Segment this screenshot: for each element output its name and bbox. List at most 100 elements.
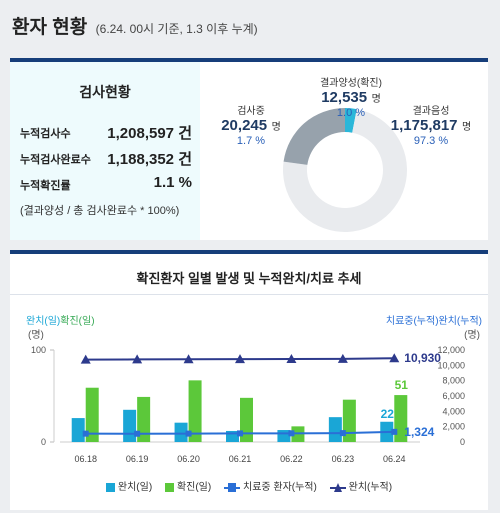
stat-row-completed-tests: 누적검사완료수 1,188,352 건 (20, 148, 192, 168)
right-axis-tick: 4,000 (442, 406, 465, 416)
left-axis-tick: 100 (31, 345, 46, 355)
chart-legend: 완치(일) 확진(일) 치료중 환자(누적) 완치(누적) (10, 478, 488, 493)
test-result-donut: 결과양성(확진) 12,535 명 1.0 % 검사중 20,245 명 1.7… (200, 62, 488, 240)
data-label-treating-cumulative: 1,324 (404, 425, 434, 439)
stat-value: 1.1 % (153, 174, 192, 191)
bar-confirmed-daily[interactable] (394, 395, 408, 442)
stat-row-positive-rate: 누적확진률 1.1 % (20, 174, 192, 194)
legend-confirmed-daily[interactable]: 확진(일) (164, 478, 212, 493)
point-treating-cumulative[interactable] (391, 428, 398, 435)
page-title: 환자 현황 (12, 17, 88, 38)
page-subtitle: (6.24. 00시 기준, 1.3 이후 누계) (95, 22, 258, 36)
trend-chart: 0 2,000 4,000 6,000 8,000 10,000 12,000 0 100 06.… (31, 345, 465, 464)
donut-slice-testing[interactable] (283, 108, 345, 165)
donut-slice-positive[interactable] (345, 108, 357, 133)
bar-confirmed-daily[interactable] (240, 397, 253, 442)
donut-chart (283, 108, 407, 232)
donut-label-name: 결과양성(확진) (320, 78, 382, 89)
x-axis-tick: 06.18 (74, 454, 97, 464)
bar-recovered-daily[interactable] (277, 430, 291, 442)
data-label-recovered-cumulative: 10,930 (404, 351, 441, 365)
stat-value: 1,188,352 건 (107, 151, 192, 168)
point-recovered-cumulative[interactable] (235, 354, 245, 364)
donut-label-negative: 결과음성 1,175,817 명 97.3 % (376, 102, 486, 147)
point-treating-cumulative[interactable] (288, 430, 295, 437)
point-treating-cumulative[interactable] (134, 430, 141, 437)
legend-recovered-cumulative[interactable]: 완치(누적) (329, 478, 393, 493)
bar-recovered-daily[interactable] (71, 418, 85, 442)
donut-label-pct: 1.0 % (336, 107, 366, 119)
point-recovered-cumulative[interactable] (80, 354, 91, 364)
left-axis-tick: 0 (41, 437, 46, 447)
legend-swatch (329, 482, 346, 492)
legend-treating-cumulative[interactable]: 치료중 환자(누적) (224, 478, 317, 493)
bar-recovered-daily[interactable] (123, 409, 137, 442)
right-axis-tick: 8,000 (442, 376, 465, 386)
point-treating-cumulative[interactable] (185, 430, 192, 437)
test-status-panel: 검사현황 누적검사수 1,208,597 건 누적검사완료수 1,188,352… (10, 58, 488, 240)
trend-chart-panel: 확진환자 일별 발생 및 누적완치/치료 추세 완치(일)확진(일) (명) 치… (10, 250, 488, 510)
stat-value: 1,208,597 건 (107, 125, 192, 142)
page-header: 환자 현황 (6.24. 00시 기준, 1.3 이후 누계) (12, 12, 258, 42)
point-recovered-cumulative[interactable] (183, 354, 194, 364)
legend-swatch (105, 482, 115, 492)
bar-recovered-daily[interactable] (174, 422, 188, 442)
x-axis-tick: 06.20 (177, 454, 200, 464)
left-axis-title-confirmed: 확진(일) (60, 316, 95, 327)
legend-label: 완치(누적) (348, 482, 393, 493)
x-axis-tick: 06.22 (280, 454, 303, 464)
donut-slice-negative[interactable] (283, 109, 407, 232)
x-axis-tick: 06.21 (229, 454, 252, 464)
test-summary-heading: 검사현황 (79, 84, 131, 100)
donut-label-count: 12,535 (321, 89, 368, 106)
donut-label-pct: 97.3 % (413, 135, 449, 147)
stat-label: 누적확진률 (20, 180, 71, 192)
right-axis-title: 치료중(누적)완치(누적) (385, 316, 482, 327)
bar-recovered-daily[interactable] (226, 430, 239, 442)
legend-recovered-daily[interactable]: 완치(일) (105, 478, 152, 493)
x-axis-tick: 06.23 (332, 454, 355, 464)
stat-label: 누적검사수 (20, 128, 71, 140)
left-axis-title-recovered: 완치(일) (26, 316, 61, 327)
stat-label: 누적검사완료수 (20, 154, 91, 166)
trend-chart-title: 확진환자 일별 발생 및 누적완치/치료 추세 (136, 271, 362, 286)
donut-label-unit: 명 (461, 122, 472, 133)
bar-confirmed-daily[interactable] (188, 380, 202, 442)
donut-label-count: 1,175,817 (390, 117, 458, 134)
point-recovered-cumulative[interactable] (337, 353, 348, 363)
donut-label-unit: 명 (271, 122, 281, 133)
data-label-confirmed-daily: 51 (395, 378, 409, 392)
left-axis-title: 완치(일)확진(일) (26, 312, 95, 327)
stat-row-total-tests: 누적검사수 1,208,597 건 (20, 122, 192, 142)
donut-label-name: 결과음성 (412, 106, 450, 117)
legend-label: 치료중 환자(누적) (243, 482, 317, 493)
divider (10, 294, 488, 295)
point-recovered-cumulative[interactable] (132, 354, 143, 364)
right-axis-tick: 12,000 (437, 345, 465, 355)
legend-label: 확진(일) (176, 482, 212, 493)
x-axis-tick: 06.24 (383, 454, 406, 464)
point-recovered-cumulative[interactable] (286, 354, 297, 364)
donut-label-unit: 명 (371, 94, 381, 105)
donut-label-testing: 검사중 20,245 명 1.7 % (196, 102, 306, 147)
x-axis-tick: 06.19 (126, 454, 149, 464)
point-treating-cumulative[interactable] (339, 430, 346, 437)
donut-label-pct: 1.7 % (236, 135, 266, 147)
bar-confirmed-daily[interactable] (85, 387, 99, 442)
bar-confirmed-daily[interactable] (137, 396, 151, 442)
right-axis-tick: 6,000 (442, 391, 465, 401)
point-recovered-cumulative[interactable] (389, 353, 400, 363)
point-treating-cumulative[interactable] (237, 430, 243, 437)
legend-swatch (164, 482, 174, 492)
stat-formula-note: (결과양성 / 총 검사완료수 * 100%) (20, 205, 180, 217)
right-axis-tick: 10,000 (437, 360, 465, 370)
right-axis-unit: (명) (464, 330, 480, 341)
left-axis-unit: (명) (28, 330, 44, 341)
right-axis-tick: 0 (460, 437, 465, 447)
bar-confirmed-daily[interactable] (342, 399, 356, 442)
test-summary-box: 검사현황 누적검사수 1,208,597 건 누적검사완료수 1,188,352… (10, 62, 200, 240)
data-label-recovered-daily: 22 (381, 407, 395, 421)
bar-recovered-daily[interactable] (328, 417, 342, 442)
donut-label-name: 검사중 (237, 106, 265, 117)
point-treating-cumulative[interactable] (82, 430, 89, 437)
